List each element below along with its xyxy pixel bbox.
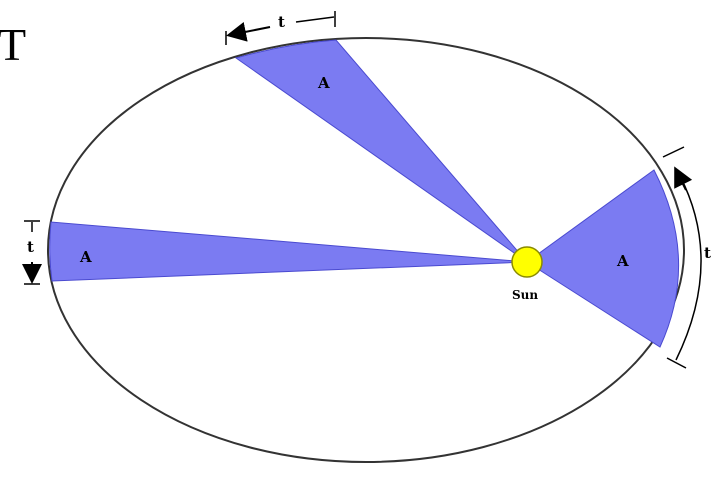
sun-icon (511, 246, 543, 278)
orbit-ellipse (47, 37, 685, 463)
sector-aphelion-left (49, 221, 528, 282)
time-label-top: t (278, 13, 285, 31)
time-arrow-top: t (225, 11, 336, 45)
sun-label: Sun (512, 288, 538, 302)
area-label-left: A (79, 248, 92, 266)
time-label-right: t (704, 244, 711, 262)
sector-perihelion-right (526, 169, 679, 348)
corner-cropped-letter: T (0, 19, 27, 70)
time-label-left: t (27, 238, 34, 256)
sector-top (234, 39, 528, 263)
area-label-right: A (616, 252, 629, 270)
time-arrow-right: t (662, 146, 711, 369)
area-label-top: A (317, 74, 330, 92)
time-arrow-left: t (22, 220, 42, 285)
